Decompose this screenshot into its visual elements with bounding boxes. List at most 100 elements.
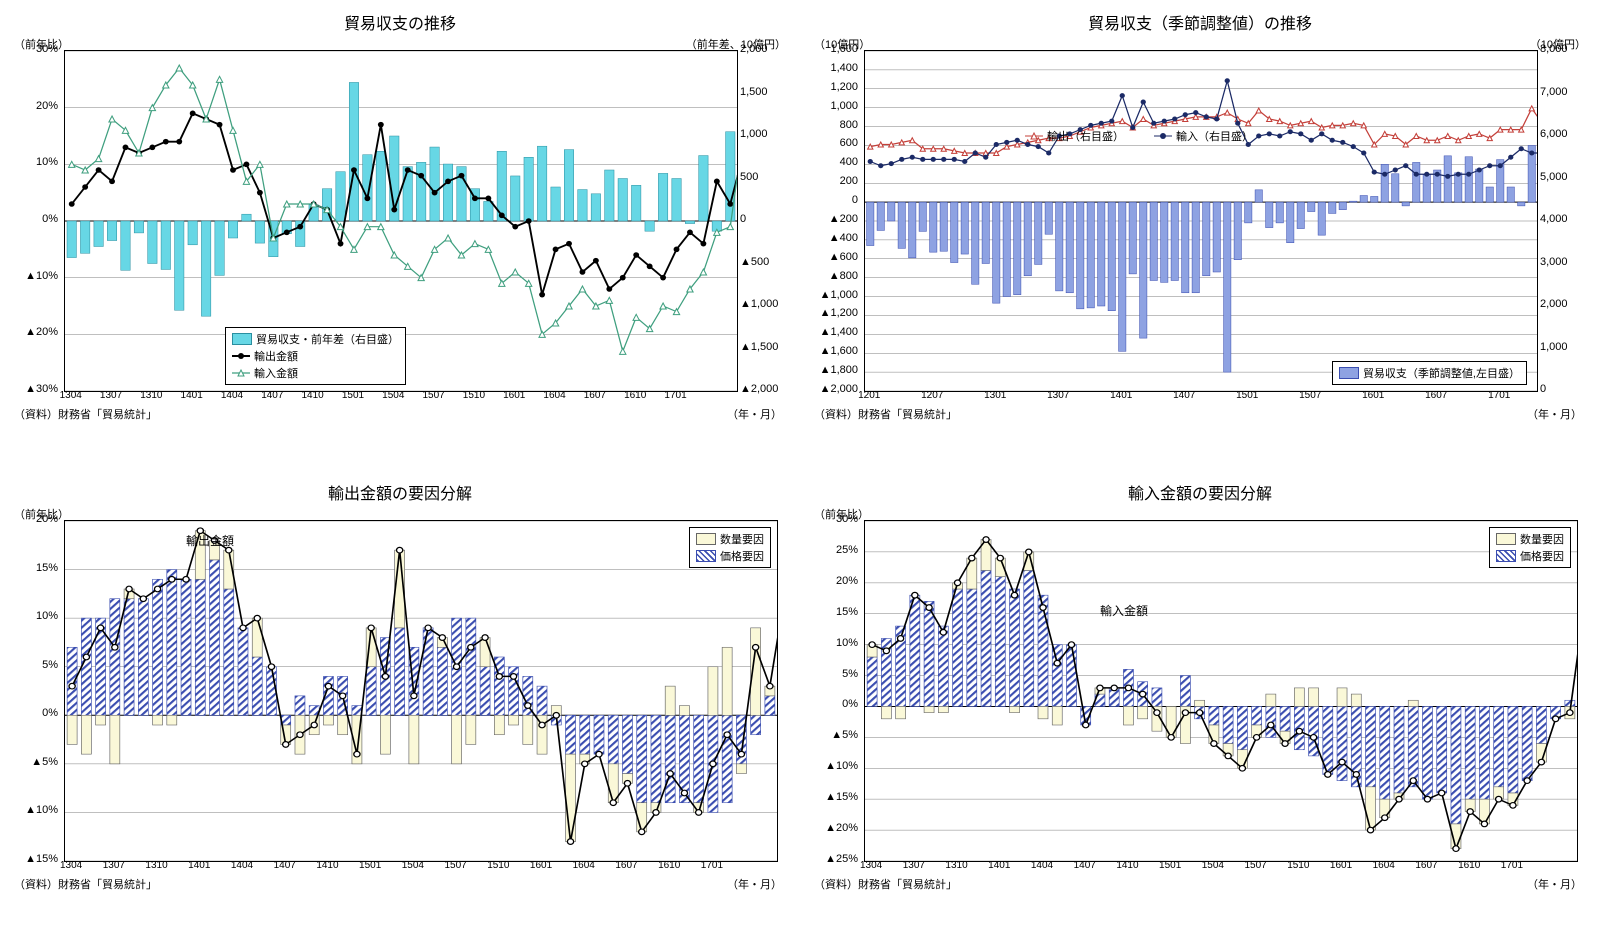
xtick: 1510 [459, 390, 489, 401]
bar-price-factor [1536, 706, 1546, 743]
ytick-right: ▲1,500 [740, 341, 788, 353]
ytick-right: 0 [1540, 383, 1588, 395]
legend-label: 貿易収支（季節調整値,左目盛） [1363, 365, 1520, 381]
bar-price-factor [1337, 706, 1347, 780]
bar-price-factor [181, 579, 191, 715]
bar-trade-balance-sa [1119, 202, 1126, 351]
bar-volume-factor [924, 706, 934, 712]
xtick: 1507 [1241, 860, 1271, 871]
bar-trade-balance-sa [1360, 196, 1367, 203]
bar-volume-factor [1351, 694, 1361, 706]
bar-volume-factor [523, 715, 533, 744]
bar-trade-balance-sa [972, 202, 979, 284]
ytick-left: ▲1,400 [814, 326, 858, 338]
bar-price-factor [252, 657, 262, 715]
xtick: 1407 [1169, 390, 1199, 401]
ytick-left: ▲15% [814, 791, 858, 803]
bar-price-factor [124, 599, 134, 716]
bar-trade-balance-sa [1507, 187, 1514, 202]
bar-price-factor [1066, 645, 1076, 707]
bar-trade-balance [416, 162, 425, 221]
bar-price-factor [67, 647, 77, 715]
bar-trade-balance-sa [1339, 202, 1346, 210]
bar-trade-balance [349, 82, 358, 221]
bar-trade-balance [175, 221, 184, 310]
bar-trade-balance-sa [982, 202, 989, 263]
bar-price-factor [153, 579, 163, 715]
xtick: 1307 [96, 390, 126, 401]
bar-price-factor [366, 667, 376, 716]
bar-price-factor [1252, 706, 1262, 725]
bar-trade-balance [403, 167, 412, 221]
ytick-left: 1,200 [814, 81, 858, 93]
bar-trade-balance [80, 221, 89, 253]
bar-price-factor [81, 618, 91, 715]
xtick: 1601 [499, 390, 529, 401]
bar-trade-balance [537, 146, 546, 221]
bar-trade-balance [605, 170, 614, 221]
bar-trade-balance-sa [1255, 190, 1262, 202]
ytick-left: 400 [814, 156, 858, 168]
ytick-right: 4,000 [1540, 213, 1588, 225]
bar-trade-balance-sa [1455, 173, 1462, 202]
ytick-left: 20% [814, 575, 858, 587]
bar-trade-balance-sa [1350, 201, 1357, 202]
bar-trade-balance [94, 221, 103, 247]
bar-trade-balance-sa [1392, 174, 1399, 202]
chart-title: 輸入金額の要因分解 [810, 480, 1590, 504]
bar-price-factor [1565, 700, 1575, 706]
xtick: 1401 [1106, 390, 1136, 401]
ytick-left: 15% [14, 562, 58, 574]
chart-import-decomposition: 輸入金額の要因分解（前年比）輸入金額数量要因価格要因30%25%20%15%10… [810, 480, 1590, 930]
bar-trade-balance [134, 221, 143, 233]
bar-price-factor [910, 595, 920, 706]
xtick: 1401 [984, 860, 1014, 871]
bar-price-factor [238, 628, 248, 715]
xtick: 1207 [917, 390, 947, 401]
xaxis-label: （年・月） [1527, 406, 1582, 422]
bar-volume-factor [409, 715, 419, 764]
bar-trade-balance-sa [1224, 202, 1231, 372]
bar-price-factor [938, 626, 948, 706]
bar-volume-factor [466, 715, 476, 744]
bar-trade-balance-sa [1024, 202, 1031, 276]
bar-price-factor [295, 696, 305, 715]
ytick-right: 2,000 [740, 43, 788, 55]
chart-source: （資料）財務省「貿易統計」 [814, 876, 957, 892]
bar-trade-balance-sa [1318, 202, 1325, 235]
bar-trade-balance [672, 179, 681, 222]
bar-trade-balance-sa [867, 202, 874, 245]
bar-price-factor [1437, 706, 1447, 793]
bar-volume-factor [452, 715, 462, 764]
bar-trade-balance [242, 214, 251, 221]
bar-price-factor [395, 628, 405, 715]
bar-trade-balance-sa [1276, 202, 1283, 223]
ytick-right: ▲2,000 [740, 383, 788, 395]
bar-price-factor [1024, 570, 1034, 706]
legend-label: 輸出金額 [254, 348, 298, 364]
bar-price-factor [665, 715, 675, 802]
bar-price-factor [981, 570, 991, 706]
ytick-left: 600 [814, 137, 858, 149]
bar-trade-balance-sa [1098, 202, 1105, 306]
chart-title: 貿易収支（季節調整値）の推移 [810, 10, 1590, 34]
ytick-right: 2,000 [1540, 298, 1588, 310]
bar-trade-balance [699, 156, 708, 221]
ytick-right: 6,000 [1540, 128, 1588, 140]
plot-area [65, 521, 777, 861]
bar-volume-factor [665, 686, 675, 715]
bar-price-factor [995, 577, 1005, 707]
bar-price-factor [1422, 706, 1432, 799]
bar-price-factor [566, 715, 576, 754]
bar-volume-factor [1052, 706, 1062, 725]
bar-volume-factor [96, 715, 106, 725]
bar-trade-balance-sa [1213, 202, 1220, 272]
bar-price-factor [138, 599, 148, 716]
ytick-left: ▲1,000 [814, 289, 858, 301]
bar-volume-factor [480, 638, 490, 667]
chart-trade-balance-seasonal: 貿易収支（季節調整値）の推移（10億円）（10億円）輸出（右目盛）輸入（右目盛）… [810, 10, 1590, 460]
bar-volume-factor [1123, 706, 1133, 725]
ytick-left: 800 [814, 119, 858, 131]
bar-trade-balance-sa [1203, 202, 1210, 276]
bar-trade-balance-sa [930, 202, 937, 252]
